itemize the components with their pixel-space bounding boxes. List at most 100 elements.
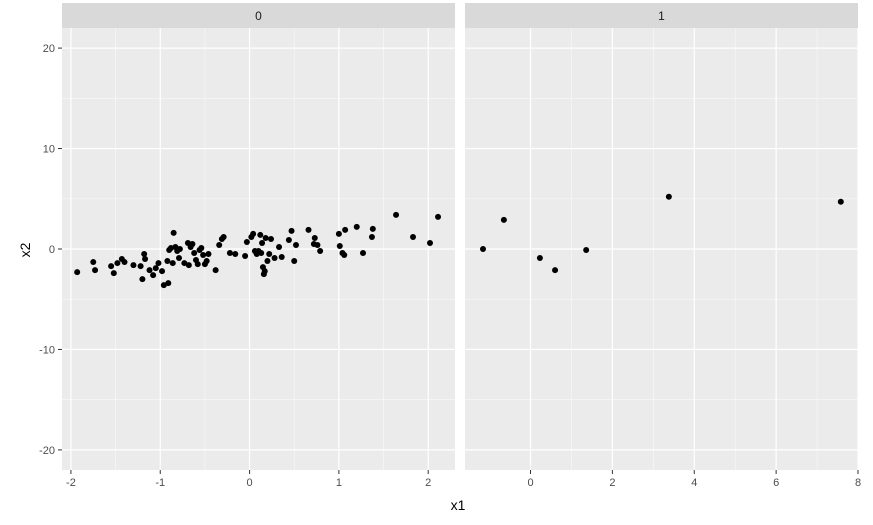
data-point (165, 280, 172, 287)
data-point (317, 248, 324, 255)
x-tick-label: -2 (66, 477, 76, 489)
data-point (336, 242, 343, 249)
data-point (257, 231, 264, 238)
data-point (90, 259, 97, 266)
x-tick-label: 8 (855, 477, 861, 489)
data-point (141, 251, 148, 258)
data-point (164, 258, 171, 265)
y-tick-label: 20 (43, 43, 55, 55)
data-point (393, 211, 400, 218)
data-point (176, 246, 183, 252)
data-point (130, 262, 137, 269)
data-point (258, 250, 265, 257)
y-tick-label: -20 (39, 445, 55, 457)
panels-layer: 0 -2 -1 0 1 2 1 0 2 4 6 8 (62, 3, 861, 489)
data-point (264, 258, 271, 265)
data-point (500, 216, 507, 223)
y-axis: -20 -10 0 10 20 (39, 43, 62, 457)
data-point (305, 226, 312, 233)
data-point (191, 250, 198, 257)
data-point (583, 247, 590, 254)
data-point (92, 267, 99, 274)
data-point (480, 246, 487, 252)
data-point (536, 255, 543, 262)
data-point (169, 260, 176, 267)
data-point (410, 233, 417, 240)
data-point (435, 213, 442, 220)
facet-strip (465, 3, 858, 28)
data-point (271, 255, 278, 262)
data-point (262, 234, 269, 241)
data-point (114, 260, 121, 267)
data-point (353, 223, 360, 230)
data-point (369, 225, 376, 232)
data-point (110, 270, 117, 277)
x-tick-label: 2 (425, 477, 431, 489)
x-axis-title: x1 (451, 497, 466, 513)
y-tick-label: 0 (49, 244, 55, 256)
data-point (170, 229, 177, 236)
x-tick-label: 0 (527, 477, 533, 489)
x-tick-label: 6 (773, 477, 779, 489)
data-point (185, 262, 192, 269)
data-point (198, 244, 205, 251)
data-point (243, 238, 250, 245)
data-point (426, 239, 433, 246)
data-point (152, 265, 159, 272)
facet-panel-1: 1 0 2 4 6 8 (465, 3, 861, 489)
data-point (142, 256, 149, 263)
data-point (212, 267, 219, 274)
data-point (552, 267, 559, 274)
x-tick-label: 2 (609, 477, 615, 489)
data-point (268, 235, 275, 242)
data-point (167, 244, 174, 251)
data-point (335, 230, 342, 237)
data-point (139, 276, 146, 283)
data-point (261, 268, 268, 275)
data-point (288, 227, 295, 234)
data-point (232, 251, 239, 258)
data-point (285, 236, 292, 243)
data-point (108, 263, 115, 270)
y-tick-label: -10 (39, 344, 55, 356)
data-point (205, 251, 212, 258)
data-point (278, 254, 285, 261)
facet-panel-0: 0 -2 -1 0 1 2 (62, 3, 455, 489)
data-point (176, 255, 183, 262)
data-point (242, 253, 249, 260)
data-point (203, 258, 210, 265)
data-point (160, 282, 167, 289)
facet-strip-label: 0 (255, 9, 262, 23)
data-point (342, 226, 349, 233)
data-point (189, 240, 196, 247)
x-tick-label: -1 (155, 477, 165, 489)
data-point (266, 251, 273, 258)
y-axis-title: x2 (17, 242, 33, 257)
data-point (837, 198, 844, 205)
data-point (226, 250, 233, 257)
data-point (137, 263, 144, 270)
data-point (121, 259, 128, 266)
data-point (665, 193, 672, 200)
data-point (250, 230, 257, 237)
facet-strip (62, 3, 455, 28)
x-tick-label: 1 (336, 477, 342, 489)
data-point (146, 267, 153, 274)
data-point (216, 241, 223, 248)
data-point (181, 260, 188, 267)
data-point (259, 239, 266, 246)
facet-strip-label: 1 (658, 9, 665, 23)
data-point (155, 260, 162, 267)
data-point (368, 233, 375, 240)
x-tick-label: 4 (691, 477, 697, 489)
data-point (311, 234, 318, 241)
data-point (314, 241, 321, 248)
data-point (360, 250, 367, 257)
data-point (194, 261, 201, 268)
data-point (150, 272, 157, 279)
y-tick-label: 10 (43, 144, 55, 156)
data-point (291, 258, 298, 265)
data-point (74, 269, 81, 276)
